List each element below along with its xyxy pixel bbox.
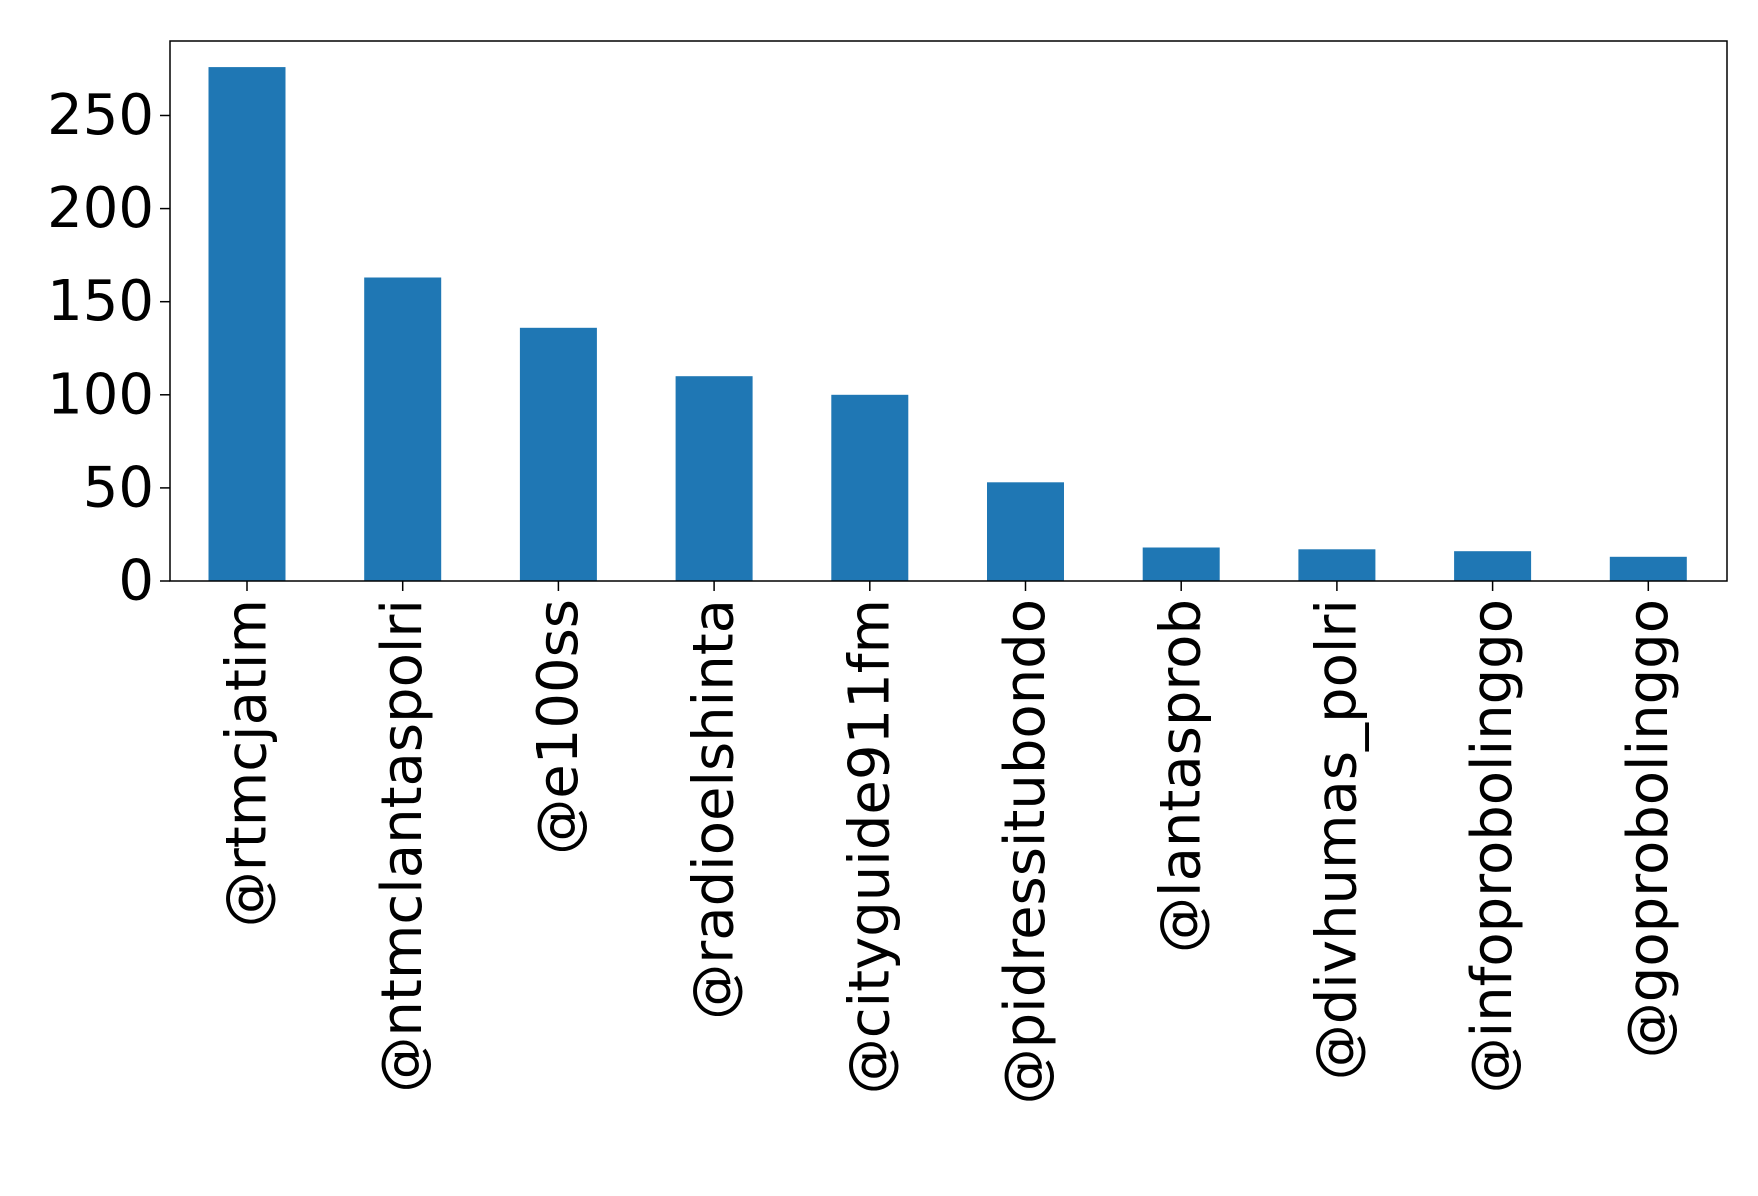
x-tick-label: @infoprobolinggo	[1460, 599, 1525, 1093]
y-tick-label: 100	[47, 362, 154, 427]
plot-frame	[169, 40, 1728, 582]
y-tick-label: 250	[47, 83, 154, 148]
x-tick-label: @radioelshinta	[682, 599, 747, 1020]
bar-radioelshinta	[675, 376, 753, 581]
x-axis: @rtmcjatim @ntmclantaspolri @e100ss @radioe…	[215, 581, 1681, 1104]
bar-cityguide911fm	[831, 394, 909, 581]
bar-ntmclantaspolri	[364, 277, 442, 581]
bar-e100ss	[519, 327, 597, 581]
y-tick-label: 0	[118, 549, 154, 614]
x-tick-label: @e100ss	[526, 599, 591, 855]
y-axis: 0 50 100 150 200 250	[47, 83, 170, 614]
bar-goprobolinggo	[1609, 556, 1687, 581]
x-tick-label: @ntmclantaspolri	[370, 599, 435, 1093]
x-tick-label: @lantasprob	[1149, 599, 1214, 953]
bar-pidressitubondo	[987, 482, 1064, 581]
x-tick-label: @divhumas_polri	[1304, 599, 1369, 1080]
y-tick-label: 50	[83, 455, 154, 520]
bars-layer	[208, 67, 1687, 582]
x-tick-label: @cityguide911fm	[837, 599, 902, 1094]
y-tick-label: 150	[47, 269, 154, 334]
x-tick-label: @pidressitubondo	[993, 599, 1058, 1104]
bar-rtmcjatim	[208, 67, 286, 582]
bar-divhumas_polri	[1298, 549, 1376, 581]
bar-infoprobolinggo	[1454, 551, 1532, 581]
bar-lantasprob	[1142, 547, 1220, 581]
x-tick-label: @goprobolinggo	[1616, 599, 1681, 1058]
x-tick-label: @rtmcjatim	[215, 599, 280, 927]
y-tick-label: 200	[47, 176, 154, 241]
